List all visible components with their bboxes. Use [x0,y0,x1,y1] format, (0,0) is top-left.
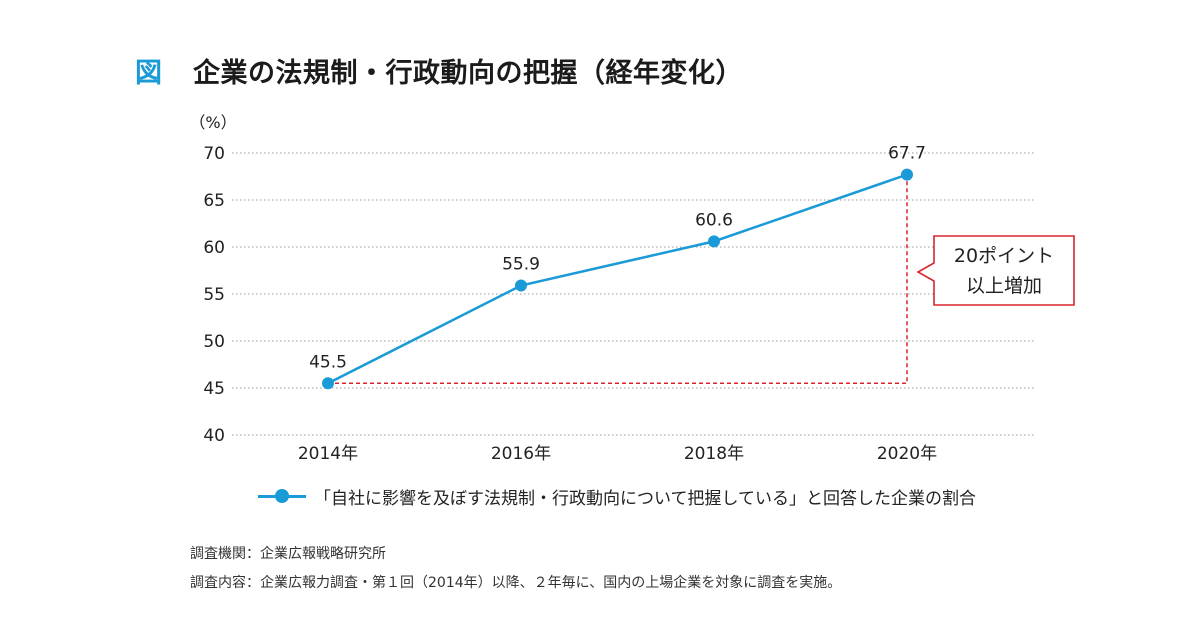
figure-label: 図 [135,57,162,89]
y-tick-label: 55 [203,285,225,305]
increase-bracket-line [328,174,908,385]
annotation-line-1: 20ポイント [954,245,1054,267]
y-tick-label: 70 [203,144,225,164]
annotation-line-2: 以上増加 [966,275,1042,297]
legend-marker-icon [258,486,306,506]
data-label: 67.7 [888,144,926,164]
legend-label: 「自社に影響を及ぼす法規制・行政動向について把握している」と回答した企業の割合 [314,488,976,509]
survey-content-note: 調査内容：企業広報力調査・第１回（2014年）以降、２年毎に、国内の上場企業を対… [190,575,842,591]
y-tick-label: 40 [203,426,225,446]
data-point [515,279,527,292]
data-point [322,377,334,390]
data-label: 60.6 [695,210,733,230]
y-tick-label: 45 [203,379,225,399]
figure-header: 図 企業の法規制・行政動向の把握（経年変化） [135,50,743,90]
y-tick-label: 60 [203,238,225,258]
data-point [708,235,720,248]
x-tick-label: 2014年 [298,444,358,464]
x-tick-label: 2016年 [491,444,551,464]
series-line [327,173,908,385]
y-tick-label: 65 [203,191,225,211]
data-label: 55.9 [502,255,540,275]
data-point [901,168,913,181]
y-axis-unit-label: （%） [189,113,236,132]
x-tick-label: 2020年 [877,444,937,464]
annotation-callout-box [916,235,1075,306]
legend: 「自社に影響を及ぼす法規制・行政動向について把握している」と回答した企業の割合 [258,483,976,509]
survey-notes: 調査機関：企業広報戦略研究所 調査内容：企業広報力調査・第１回（2014年）以降… [190,540,841,598]
y-tick-label: 50 [203,332,225,352]
survey-org-note: 調査機関：企業広報戦略研究所 [190,546,386,562]
figure-title: 企業の法規制・行政動向の把握（経年変化） [193,57,743,89]
x-tick-label: 2018年 [684,444,744,464]
data-label: 45.5 [309,352,347,372]
